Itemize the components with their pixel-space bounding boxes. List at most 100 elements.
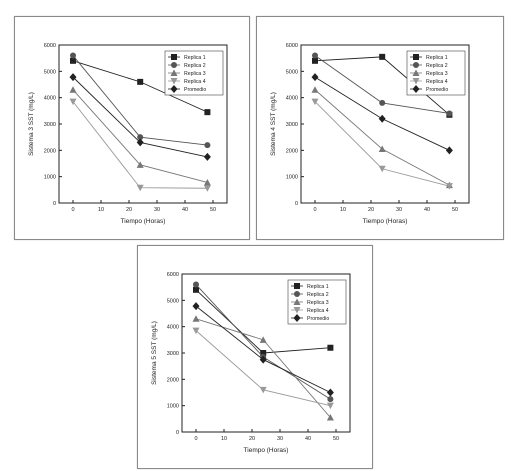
x-tick-label: 30 <box>154 207 160 213</box>
legend-label: Replica 2 <box>307 292 329 298</box>
data-point-replica-4 <box>203 185 211 192</box>
chart-panel-sistema-5: 0 1000 2000 3000 4000 5000 6000 0 10 20 30 40 50 Tiem… <box>137 245 373 469</box>
data-point-replica-4 <box>259 386 267 394</box>
legend-marker <box>412 78 420 85</box>
data-point-replica-1 <box>312 57 318 64</box>
data-point-replica-3 <box>136 161 144 168</box>
x-axis-label: Tiempo (Horas) <box>244 447 289 454</box>
x-tick-label: 30 <box>396 207 402 213</box>
legend-marker <box>170 85 178 93</box>
legend-marker <box>170 78 178 85</box>
chart-sistema-5: 0 1000 2000 3000 4000 5000 6000 0 10 20 30 40 50 Tiem… <box>151 272 351 454</box>
data-point-replica-1 <box>204 109 211 116</box>
legend-marker <box>413 62 419 68</box>
data-point-replica-3 <box>378 145 386 153</box>
data-point-replica-2 <box>70 52 76 59</box>
data-point-replica-1 <box>260 350 267 356</box>
legend-label: Replica 4 <box>307 308 329 314</box>
data-point-replica-4 <box>311 98 319 106</box>
y-tick-label: 0 <box>176 430 179 436</box>
legend-label: Replica 1 <box>307 284 329 290</box>
x-tick-label: 20 <box>126 207 132 213</box>
legend-label: Promedio <box>307 316 329 322</box>
data-point-replica-2 <box>312 52 318 59</box>
x-tick-label: 20 <box>368 207 374 213</box>
legend-marker <box>171 62 177 68</box>
legend-label: Replica 1 <box>184 55 206 61</box>
legend-label: Replica 3 <box>426 71 448 77</box>
x-tick-label: 0 <box>194 436 197 442</box>
y-tick-label: 3000 <box>286 122 298 128</box>
legend-marker <box>171 54 177 60</box>
data-point-promedio <box>259 355 267 364</box>
data-point-replica-1 <box>327 344 334 351</box>
legend-label: Replica 3 <box>184 71 206 77</box>
legend-label: Replica 3 <box>307 300 329 306</box>
data-point-replica-3 <box>203 178 211 186</box>
y-tick-label: 5000 <box>167 298 179 304</box>
y-axis-label: Sistema 3 SST (mg/L) <box>28 92 35 156</box>
x-tick-label: 40 <box>305 436 311 442</box>
x-tick-label: 50 <box>452 207 458 213</box>
x-tick-label: 30 <box>277 436 283 442</box>
data-point-promedio <box>378 114 386 123</box>
x-tick-label: 10 <box>340 207 346 213</box>
legend-label: Replica 2 <box>184 63 206 69</box>
legend-marker <box>294 291 300 297</box>
data-point-replica-4 <box>136 184 144 192</box>
data-point-replica-4 <box>326 402 334 410</box>
y-tick-label: 6000 <box>167 272 179 278</box>
legend-marker <box>170 69 178 76</box>
data-point-promedio <box>311 73 319 82</box>
x-tick-label: 40 <box>424 207 430 213</box>
chart-panel-sistema-3: 0 1000 2000 3000 4000 5000 6000 0 10 20 30 40 50 Tiem… <box>14 16 250 240</box>
y-tick-label: 3000 <box>167 351 179 357</box>
x-tick-label: 50 <box>333 436 339 442</box>
legend-label: Replica 2 <box>426 63 448 69</box>
legend-marker <box>412 85 420 93</box>
y-tick-label: 1000 <box>167 404 179 410</box>
y-tick-label: 4000 <box>44 96 56 102</box>
y-tick-label: 5000 <box>44 69 56 75</box>
y-axis-label: Sistema 5 SST (mg/L) <box>151 321 158 385</box>
legend-label: Replica 4 <box>426 79 448 85</box>
data-point-replica-1 <box>70 57 76 64</box>
data-point-promedio <box>445 146 453 155</box>
y-tick-label: 0 <box>295 201 298 207</box>
x-tick-label: 20 <box>249 436 255 442</box>
x-tick-label: 10 <box>98 207 104 213</box>
y-tick-label: 1000 <box>286 175 298 181</box>
x-tick-label: 50 <box>210 207 216 213</box>
y-tick-label: 4000 <box>167 325 179 331</box>
legend-marker <box>294 283 300 289</box>
data-point-promedio <box>192 302 200 311</box>
data-point-replica-1 <box>193 286 199 293</box>
legend-marker <box>412 69 420 76</box>
data-point-replica-3 <box>311 86 319 93</box>
data-point-replica-4 <box>445 183 453 190</box>
data-point-replica-3 <box>326 414 334 421</box>
x-axis-label: Tiempo (Horas) <box>121 218 166 225</box>
data-point-promedio <box>69 73 77 82</box>
y-tick-label: 1000 <box>44 175 56 181</box>
data-point-promedio <box>203 152 211 161</box>
data-point-replica-4 <box>378 165 386 173</box>
data-point-replica-2 <box>446 110 453 117</box>
series-line-replica-4 <box>314 101 450 187</box>
data-point-replica-1 <box>137 78 144 85</box>
x-tick-label: 0 <box>71 207 74 213</box>
chart-sistema-4: 0 1000 2000 3000 4000 5000 6000 0 10 20 30 40 50 Tiem… <box>270 43 470 225</box>
x-tick-label: 40 <box>182 207 188 213</box>
y-tick-label: 0 <box>53 201 56 207</box>
legend-marker <box>293 298 301 305</box>
legend-label: Replica 4 <box>184 79 206 85</box>
data-point-replica-4 <box>69 98 77 106</box>
y-tick-label: 4000 <box>286 96 298 102</box>
data-point-replica-3 <box>259 336 267 343</box>
data-point-promedio <box>326 388 334 397</box>
data-point-replica-2 <box>137 134 144 141</box>
data-point-replica-1 <box>379 53 386 60</box>
legend-label: Promedio <box>426 87 448 93</box>
x-tick-label: 10 <box>221 436 227 442</box>
legend-marker <box>293 307 301 314</box>
